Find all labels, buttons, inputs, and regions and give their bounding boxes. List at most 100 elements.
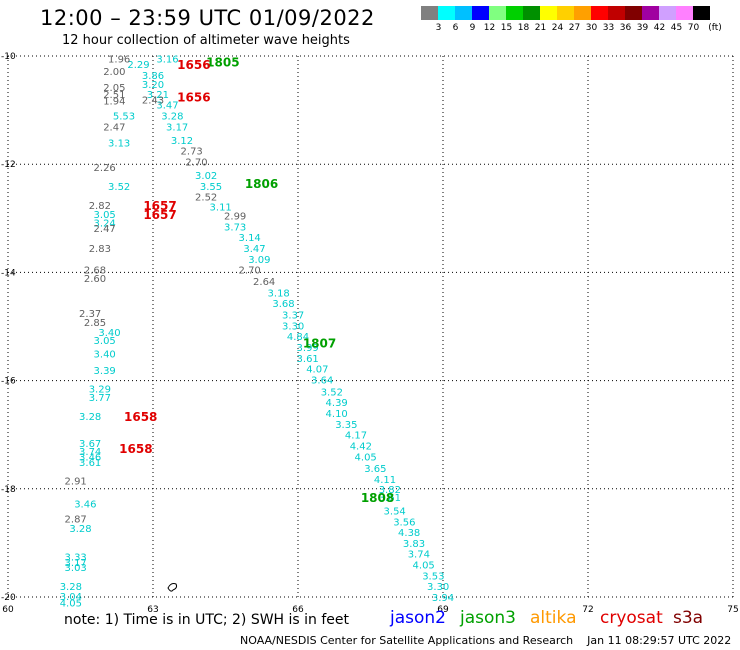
swh-value: 3.05 <box>94 336 116 347</box>
swh-value: 3.82 <box>379 485 401 496</box>
swh-value: 3.13 <box>108 139 130 150</box>
swh-value: 3.56 <box>393 517 415 528</box>
pass-time-label: 1657 <box>143 208 176 222</box>
swh-value: 3.28 <box>69 524 91 535</box>
legend-note: note: 1) Time is in UTC; 2) SWH is in fe… <box>64 612 350 628</box>
swh-value: 2.91 <box>65 477 87 488</box>
colorbar-label: 21 <box>534 23 547 33</box>
swh-value: 3.94 <box>432 593 454 604</box>
swh-value: 2.70 <box>239 266 261 277</box>
x-tick-label: 60 <box>2 605 14 615</box>
colorbar-label: 45 <box>670 23 683 33</box>
swh-value: 4.10 <box>326 409 348 420</box>
swh-value: 2.05 <box>103 83 125 94</box>
swh-value: 3.16 <box>156 55 178 66</box>
colorbar-swatch <box>421 6 438 20</box>
swh-value: 3.61 <box>297 354 319 365</box>
swh-value: 2.68 <box>84 266 106 277</box>
swh-value: 3.17 <box>65 558 87 569</box>
pass-time-label: 1807 <box>303 337 336 351</box>
x-tick-label: 66 <box>292 605 304 615</box>
colorbar-label: 15 <box>500 23 513 33</box>
swh-value: 2.43 <box>142 95 164 106</box>
swh-value: 3.37 <box>282 311 304 322</box>
y-tick-label: -12 <box>1 160 16 170</box>
swh-value: 3.24 <box>94 219 116 230</box>
colorbar-label: 27 <box>568 23 581 33</box>
pass-time-label: 1656 <box>177 91 210 105</box>
swh-value: 3.21 <box>147 90 169 101</box>
colorbar-label: 36 <box>619 23 632 33</box>
swh-value: 3.18 <box>268 288 290 299</box>
colorbar-label: 42 <box>653 23 666 33</box>
colorbar-swatch <box>591 6 608 20</box>
colorbar-swatch <box>523 6 540 20</box>
colorbar-swatch <box>693 6 710 20</box>
swh-value: 1.96 <box>108 55 130 66</box>
swh-value: 4.05 <box>355 452 377 463</box>
swh-value: 3.64 <box>311 376 333 387</box>
swh-value: 4.17 <box>345 431 367 442</box>
legend-s3a: s3a <box>673 608 704 628</box>
swh-value: 3.09 <box>248 255 270 266</box>
swh-value: 3.46 <box>74 499 96 510</box>
colorbar-label: 18 <box>517 23 530 33</box>
y-tick-label: -14 <box>1 268 16 278</box>
swh-value: 3.67 <box>79 439 101 450</box>
colorbar-label: 39 <box>636 23 649 33</box>
colorbar-swatch <box>438 6 455 20</box>
swh-value: 3.73 <box>224 222 246 233</box>
swh-value: 3.28 <box>60 582 82 593</box>
colorbar-label: 6 <box>452 23 459 33</box>
swh-value: 3.39 <box>94 366 116 377</box>
swh-value: 2.60 <box>84 274 106 285</box>
swh-value: 3.74 <box>408 550 430 561</box>
swh-value: 3.99 <box>297 343 319 354</box>
colorbar-label: 24 <box>551 23 564 33</box>
colorbar-swatch <box>489 6 506 20</box>
swh-value: 3.30 <box>282 321 304 332</box>
pass-time-label: 1808 <box>361 491 394 505</box>
swh-value: 3.29 <box>89 385 111 396</box>
swh-value: 3.61 <box>379 493 401 504</box>
swh-value: 2.26 <box>94 163 116 174</box>
x-tick-label: 63 <box>147 605 158 615</box>
swh-value: 4.42 <box>350 442 372 453</box>
pass-time-label: 1805 <box>206 55 239 69</box>
colorbar-swatch <box>540 6 557 20</box>
swh-value: 5.53 <box>113 112 135 123</box>
swh-value: 4.39 <box>326 398 348 409</box>
x-tick-label: 75 <box>727 605 738 615</box>
colorbar-swatch <box>455 6 472 20</box>
chart-title: 12:00 – 23:59 UTC 01/09/2022 <box>40 6 375 30</box>
swh-value: 3.28 <box>161 112 183 123</box>
swh-value: 3.61 <box>79 458 101 469</box>
colorbar-swatch <box>574 6 591 20</box>
swh-value: 4.05 <box>413 561 435 572</box>
y-tick-label: -18 <box>1 485 16 495</box>
legend-jason3: jason3 <box>460 608 516 628</box>
swh-value: 3.83 <box>403 539 425 550</box>
swh-value: 3.77 <box>89 393 111 404</box>
swh-value: 2.52 <box>195 193 217 204</box>
colorbar-swatch <box>472 6 489 20</box>
swh-value: 4.11 <box>374 475 396 486</box>
swh-value: 2.87 <box>65 515 87 526</box>
swh-value: 2.29 <box>127 60 149 71</box>
swh-value: 3.55 <box>200 182 222 193</box>
y-tick-label: -10 <box>1 52 16 62</box>
swh-value: 3.65 <box>364 464 386 475</box>
y-tick-label: -20 <box>1 593 16 603</box>
swh-value: 3.86 <box>142 71 164 82</box>
colorbar-label: 3 <box>435 23 442 33</box>
swh-value: 3.35 <box>335 420 357 431</box>
swh-value: 3.03 <box>65 563 87 574</box>
colorbar-swatch <box>557 6 574 20</box>
x-tick-label: 69 <box>437 605 449 615</box>
swh-value: 2.83 <box>89 244 111 255</box>
swh-value: 3.28 <box>79 412 101 423</box>
swh-value: 3.05 <box>94 210 116 221</box>
pass-time-label: 1806 <box>245 177 278 191</box>
